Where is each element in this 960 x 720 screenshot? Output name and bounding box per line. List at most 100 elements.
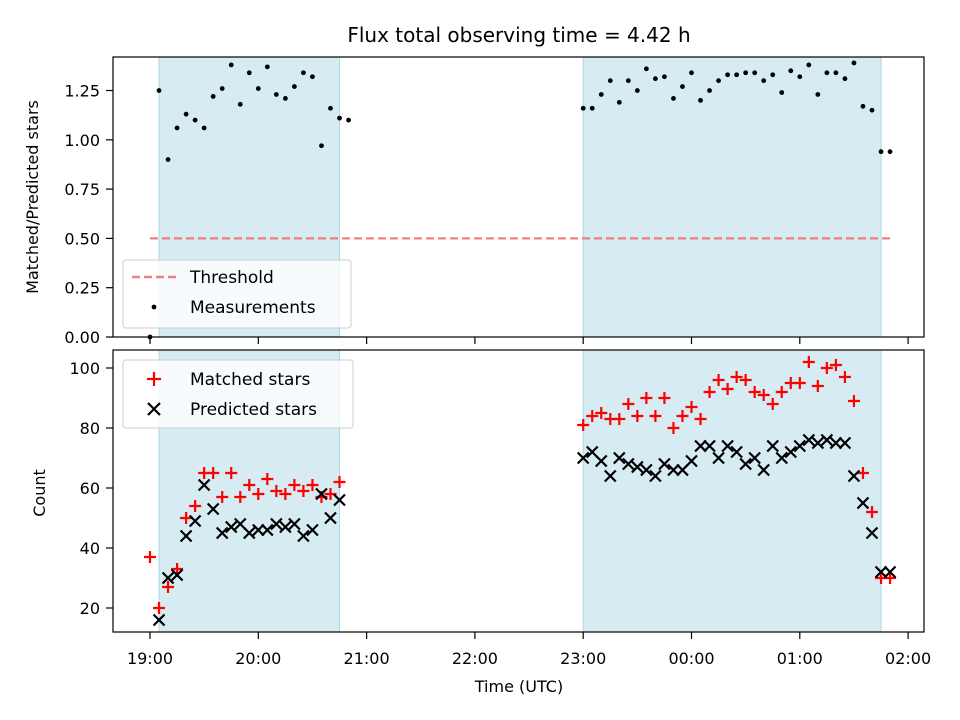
matched-star-marker xyxy=(694,413,707,425)
measurement-point xyxy=(851,60,857,66)
measurement-point xyxy=(310,74,315,80)
count-panel: 20 40 60 80 100 19:00 20:00 21:00 22:00 23:00 00:… xyxy=(30,349,931,696)
predicted-star-marker xyxy=(242,526,256,540)
measurement-point xyxy=(616,99,622,105)
measurement-point xyxy=(165,157,171,162)
measurement-point xyxy=(770,72,776,78)
predicted-star-marker xyxy=(658,457,671,471)
predicted-star-marker xyxy=(152,613,166,627)
predicted-star-marker xyxy=(622,457,635,471)
predicted-star-marker xyxy=(288,517,301,531)
chart-title: Flux total observing time = 4.42 h xyxy=(347,23,690,47)
count-legend: Matched stars Predicted stars xyxy=(122,359,354,429)
measurement-point xyxy=(797,74,803,80)
legend-matched-label: Matched stars xyxy=(190,370,310,390)
measurement-point xyxy=(643,66,649,72)
matched-star-marker xyxy=(847,395,860,407)
x-tick-label: 00:00 xyxy=(668,649,714,668)
measurement-point xyxy=(878,149,884,155)
predicted-star-marker xyxy=(613,451,626,465)
measurement-point xyxy=(887,149,893,155)
measurement-point xyxy=(698,97,703,103)
measurement-point xyxy=(282,96,288,101)
legend-predicted-label: Predicted stars xyxy=(190,400,317,420)
predicted-star-marker xyxy=(161,571,175,585)
measurement-point xyxy=(201,125,207,131)
measurement-point xyxy=(662,74,667,80)
measurement-point xyxy=(833,70,839,76)
ratio-y-tick-label: 0.50 xyxy=(64,229,100,248)
observing-window-shade xyxy=(582,56,882,338)
x-tick-label: 19:00 xyxy=(127,649,173,668)
measurement-point xyxy=(788,68,794,74)
predicted-star-marker xyxy=(667,463,680,477)
matched-star-marker xyxy=(820,362,833,374)
measurement-point xyxy=(580,105,586,111)
matched-star-marker xyxy=(757,389,770,401)
predicted-star-marker xyxy=(206,502,220,516)
predicted-star-marker xyxy=(324,511,337,525)
predicted-star-marker xyxy=(197,478,211,492)
matched-star-marker xyxy=(189,500,202,512)
measurement-points xyxy=(147,60,893,340)
measurement-point xyxy=(653,76,658,82)
ratio-panel: 0.00 0.25 0.50 0.75 1.00 1.25 Matched/Predict… xyxy=(23,56,925,347)
ratio-y-tick-label: 0.00 xyxy=(64,328,100,347)
matched-star-marker xyxy=(171,563,184,575)
matched-star-marker xyxy=(739,374,752,386)
ratio-y-ticks: 0.00 0.25 0.50 0.75 1.00 1.25 xyxy=(64,82,113,347)
measurement-point xyxy=(806,62,812,68)
predicted-star-marker xyxy=(306,523,319,537)
matched-star-marker xyxy=(685,401,698,413)
predicted-star-marker xyxy=(631,460,644,474)
matched-star-marker xyxy=(631,410,644,422)
measurement-point xyxy=(156,88,162,93)
predicted-star-marker xyxy=(694,439,707,453)
predicted-star-marker xyxy=(766,439,780,453)
predicted-stars-markers xyxy=(152,433,897,627)
predicted-star-marker xyxy=(179,529,193,543)
matched-star-marker xyxy=(640,392,653,404)
matched-star-marker xyxy=(279,488,292,500)
ratio-legend: Threshold Measurements xyxy=(122,259,352,329)
x-tick-label: 02:00 xyxy=(885,649,931,668)
predicted-star-marker xyxy=(856,496,870,510)
predicted-star-marker xyxy=(739,457,752,471)
predicted-star-marker xyxy=(793,439,807,453)
x-tick-label: 01:00 xyxy=(777,649,823,668)
measurement-point xyxy=(680,84,685,89)
legend-threshold-label: Threshold xyxy=(189,268,274,288)
matched-star-marker xyxy=(180,512,193,524)
matched-star-marker xyxy=(712,374,725,386)
predicted-star-marker xyxy=(640,463,653,477)
measurement-point xyxy=(192,117,198,123)
matched-star-marker xyxy=(216,491,229,503)
ratio-panel-shading xyxy=(158,56,882,338)
predicted-star-marker xyxy=(847,469,861,483)
measurement-point xyxy=(219,86,225,91)
x-tick-label: 20:00 xyxy=(235,649,281,668)
predicted-star-marker xyxy=(703,439,716,453)
measurement-point xyxy=(607,78,613,84)
ratio-y-tick-label: 1.25 xyxy=(64,82,100,101)
matched-star-marker xyxy=(324,488,337,500)
measurement-point xyxy=(328,105,333,111)
predicted-star-marker xyxy=(829,436,843,450)
count-x-ticks: 19:00 20:00 21:00 22:00 23:00 00:00 01:00 02:00 xyxy=(127,632,931,668)
predicted-star-marker xyxy=(874,565,888,579)
measurement-point xyxy=(842,76,848,82)
matched-star-marker xyxy=(288,479,301,491)
matched-star-marker xyxy=(243,479,256,491)
matched-star-marker xyxy=(153,602,166,614)
measurement-point xyxy=(337,115,342,121)
matched-star-marker xyxy=(866,506,878,518)
predicted-star-marker xyxy=(685,454,698,468)
measurement-point xyxy=(634,88,640,93)
count-y-ticks: 20 40 60 80 100 xyxy=(69,359,113,618)
predicted-star-marker xyxy=(883,565,897,579)
count-y-tick-label: 80 xyxy=(80,419,100,438)
predicted-star-marker xyxy=(279,520,292,534)
count-y-axis-label: Count xyxy=(30,469,49,517)
predicted-star-marker xyxy=(297,529,310,543)
